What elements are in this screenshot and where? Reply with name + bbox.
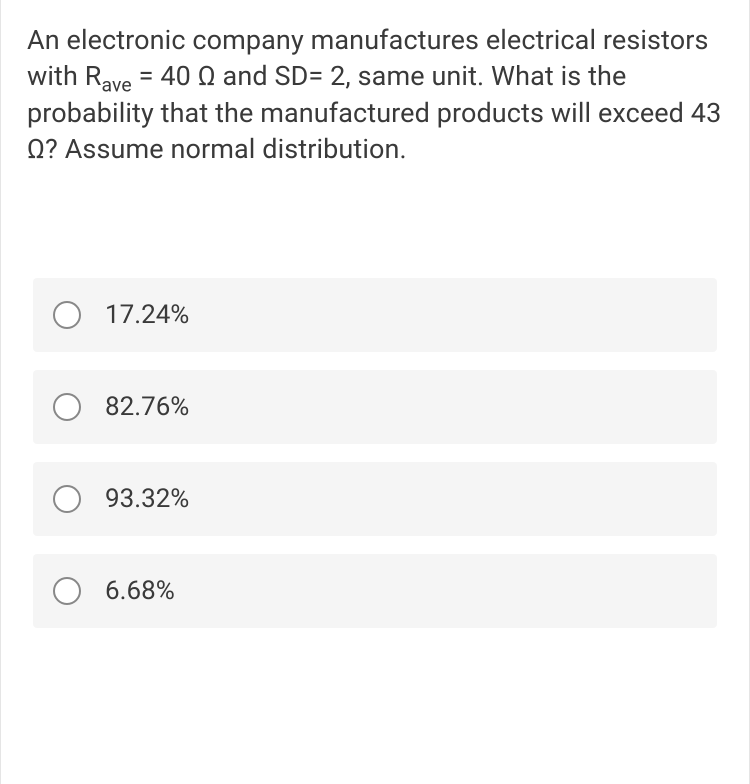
option-label: 6.68% — [105, 576, 175, 606]
options-list: 17.24% 82.76% 93.32% 6.68% — [27, 278, 723, 628]
question-text: An electronic company manufactures elect… — [27, 22, 723, 168]
option-a[interactable]: 17.24% — [33, 278, 717, 352]
option-b[interactable]: 82.76% — [33, 370, 717, 444]
card-inner: An electronic company manufactures elect… — [1, 0, 749, 646]
option-label: 17.24% — [105, 300, 189, 330]
radio-icon[interactable] — [53, 485, 81, 513]
question-subscript: ave — [102, 74, 132, 97]
option-label: 82.76% — [105, 392, 189, 422]
radio-icon[interactable] — [53, 393, 81, 421]
option-label: 93.32% — [105, 484, 189, 514]
question-part-2: = 40 Ω and SD= 2, same unit. What is the… — [27, 60, 721, 165]
question-card: An electronic company manufactures elect… — [0, 0, 750, 784]
radio-icon[interactable] — [53, 577, 81, 605]
option-c[interactable]: 93.32% — [33, 462, 717, 536]
option-d[interactable]: 6.68% — [33, 554, 717, 628]
radio-icon[interactable] — [53, 301, 81, 329]
